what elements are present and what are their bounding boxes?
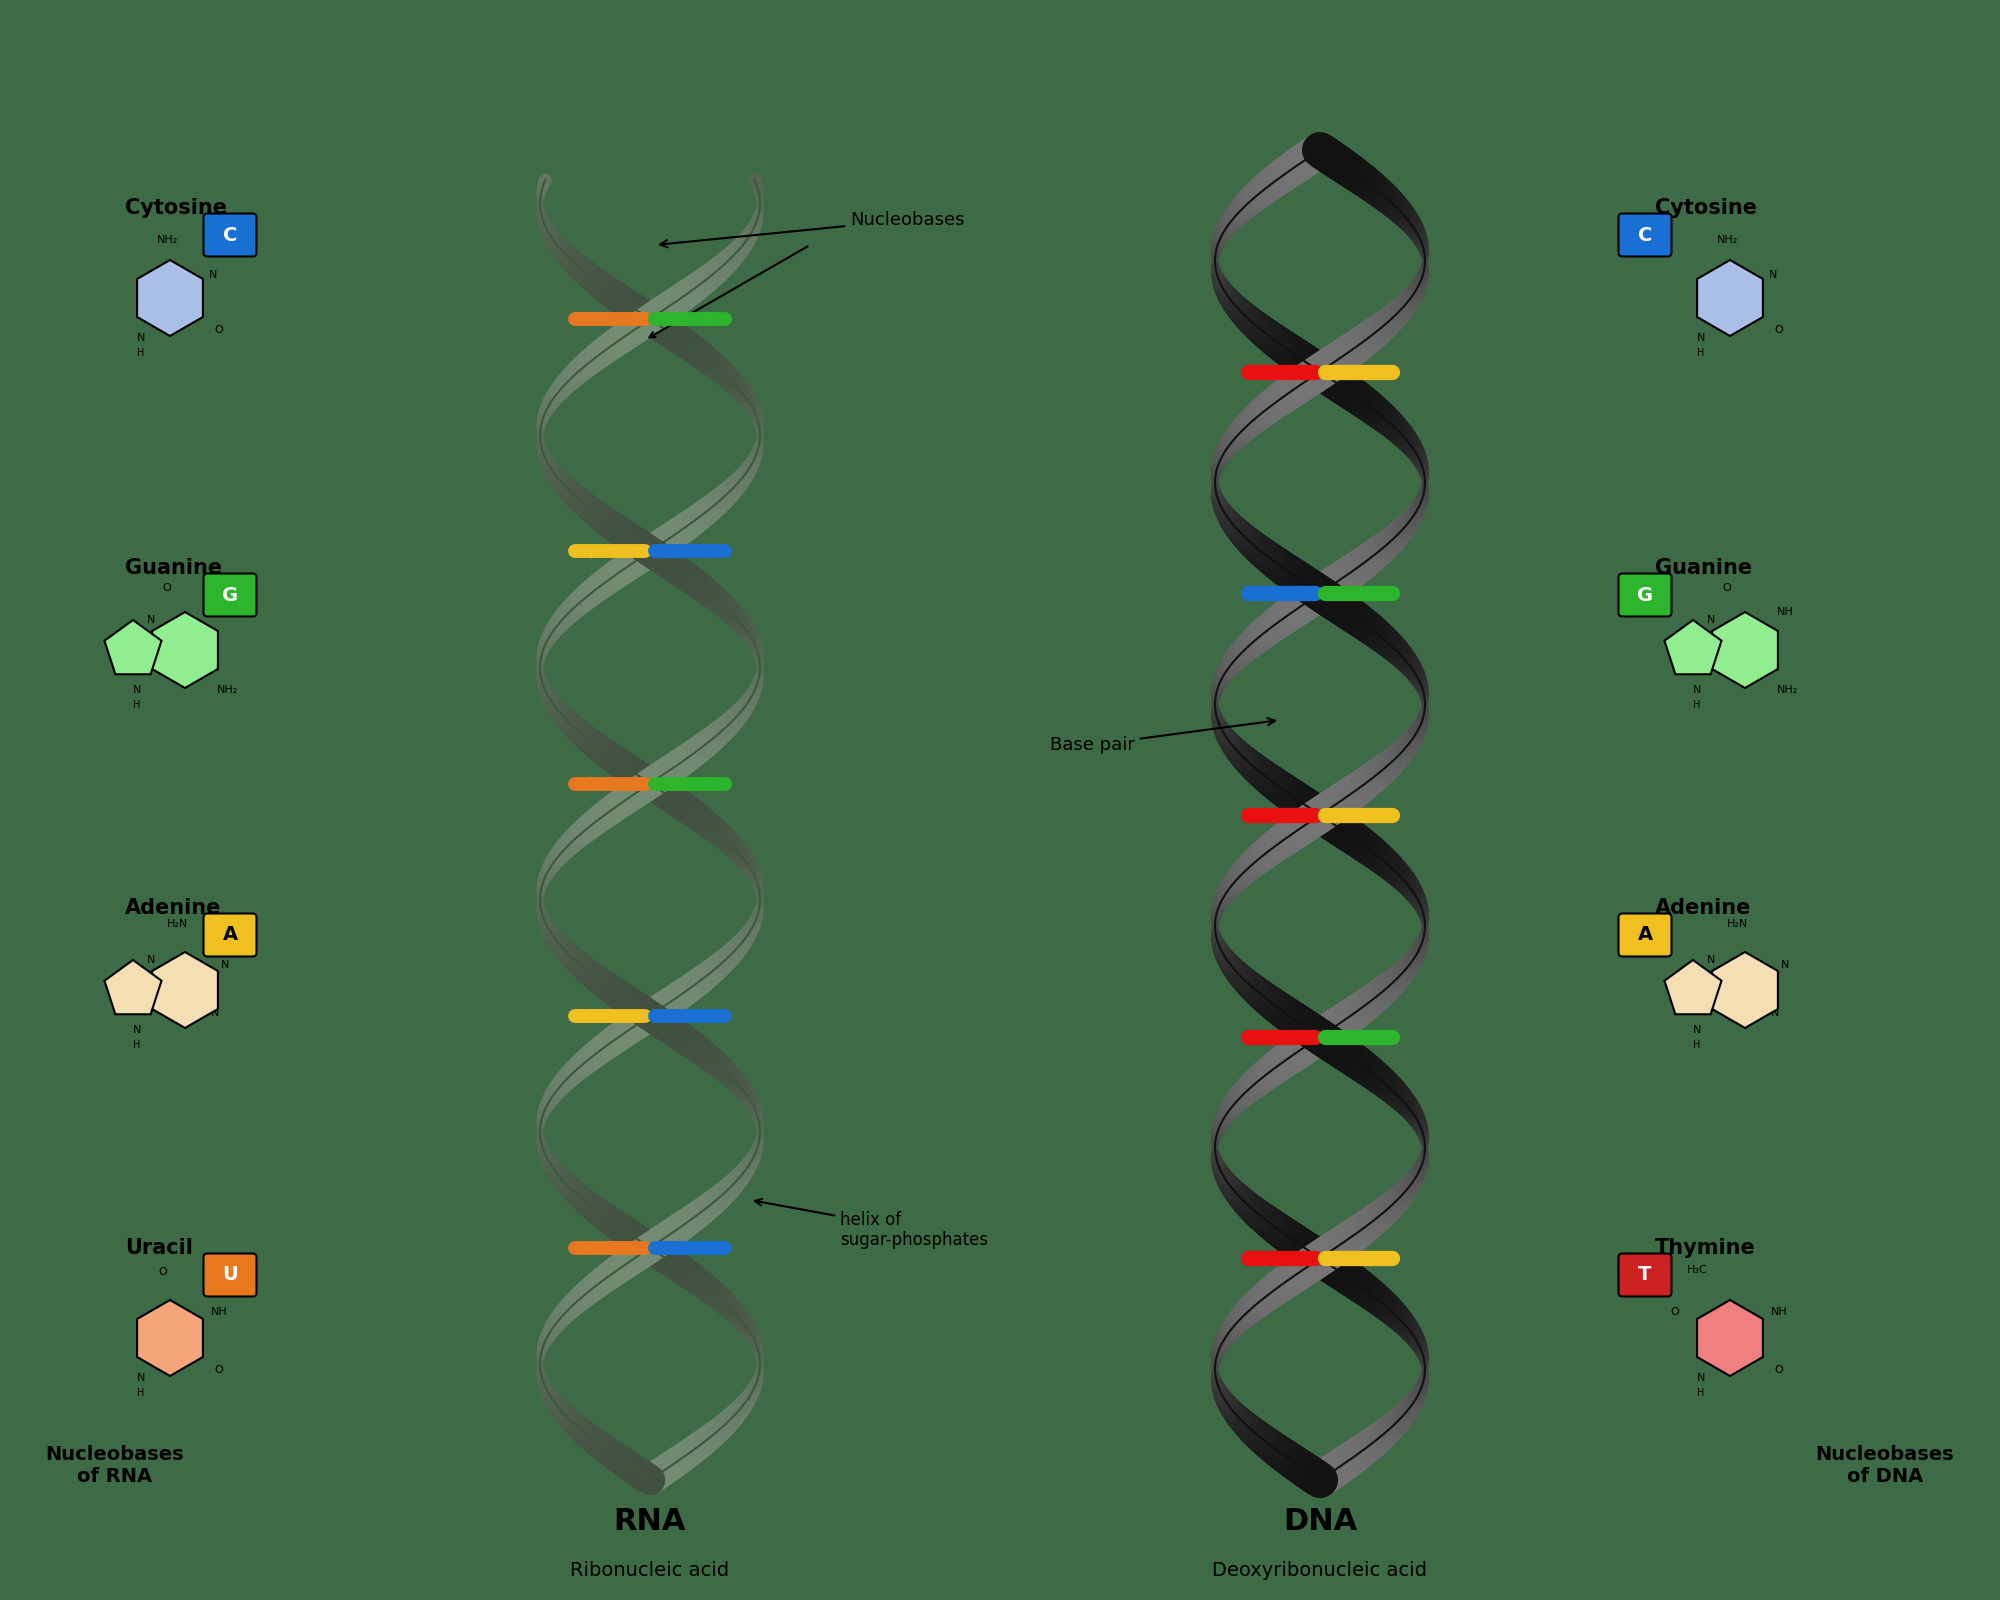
Text: Nucleobases: Nucleobases: [660, 211, 964, 248]
Text: A: A: [1638, 925, 1652, 944]
Polygon shape: [1664, 619, 1722, 674]
Polygon shape: [104, 619, 162, 674]
Text: N: N: [110, 979, 120, 989]
Text: Guanine: Guanine: [124, 558, 222, 578]
Text: N: N: [220, 960, 230, 970]
Text: H: H: [1698, 1389, 1704, 1398]
Text: C: C: [222, 226, 238, 245]
Text: Thymine: Thymine: [1656, 1238, 1756, 1258]
Text: NH: NH: [216, 606, 234, 618]
FancyBboxPatch shape: [1618, 914, 1672, 957]
Text: H: H: [1698, 349, 1704, 358]
Text: N: N: [132, 1026, 142, 1035]
Text: N: N: [210, 1008, 220, 1018]
Text: N: N: [1706, 614, 1716, 626]
Text: N: N: [1670, 979, 1680, 989]
Polygon shape: [1698, 1299, 1762, 1376]
FancyBboxPatch shape: [1618, 1253, 1672, 1296]
Text: NH₂: NH₂: [216, 685, 238, 694]
Text: O: O: [214, 325, 224, 334]
Text: N: N: [1670, 638, 1680, 650]
Text: C: C: [1638, 226, 1652, 245]
Text: Nucleobases
of DNA: Nucleobases of DNA: [1816, 1445, 1954, 1485]
Text: Uracil: Uracil: [124, 1238, 192, 1258]
Text: U: U: [222, 1266, 238, 1285]
Text: H₃C: H₃C: [1686, 1266, 1708, 1275]
Text: N: N: [1770, 662, 1780, 674]
Text: Adenine: Adenine: [124, 898, 222, 918]
Polygon shape: [138, 1299, 202, 1376]
Polygon shape: [152, 952, 218, 1027]
Text: H: H: [138, 349, 144, 358]
Text: Cytosine: Cytosine: [1656, 198, 1758, 218]
Text: N: N: [1768, 270, 1778, 280]
Text: O: O: [158, 1267, 168, 1277]
Polygon shape: [152, 611, 218, 688]
Polygon shape: [1664, 960, 1722, 1014]
Text: N: N: [1692, 685, 1702, 694]
Text: Adenine: Adenine: [1656, 898, 1752, 918]
Text: NH₂: NH₂: [1776, 685, 1798, 694]
Text: N: N: [210, 662, 220, 674]
Text: O: O: [1670, 1307, 1680, 1317]
Text: Guanine: Guanine: [1656, 558, 1752, 578]
Text: N: N: [136, 1373, 146, 1382]
FancyBboxPatch shape: [204, 573, 256, 616]
Text: N: N: [1706, 955, 1716, 965]
Text: O: O: [214, 1365, 224, 1374]
Text: N: N: [132, 685, 142, 694]
FancyBboxPatch shape: [204, 213, 256, 256]
Polygon shape: [138, 259, 202, 336]
Text: Cytosine: Cytosine: [124, 198, 228, 218]
FancyBboxPatch shape: [1618, 213, 1672, 256]
Text: N: N: [1770, 1008, 1780, 1018]
Text: N: N: [1696, 333, 1706, 342]
Text: H₂N: H₂N: [166, 918, 188, 930]
Text: Deoxyribonucleic acid: Deoxyribonucleic acid: [1212, 1560, 1428, 1579]
Text: Base pair: Base pair: [1050, 718, 1274, 754]
Text: G: G: [222, 586, 238, 605]
Text: G: G: [1636, 586, 1654, 605]
Text: H: H: [134, 701, 140, 710]
FancyBboxPatch shape: [204, 914, 256, 957]
Text: H: H: [134, 1040, 140, 1050]
Text: N: N: [136, 333, 146, 342]
Text: N: N: [1692, 1026, 1702, 1035]
Text: H: H: [1694, 701, 1700, 710]
Text: NH₂: NH₂: [156, 235, 178, 245]
Text: RNA: RNA: [614, 1507, 686, 1536]
Text: A: A: [222, 925, 238, 944]
Text: N: N: [146, 614, 156, 626]
Text: helix of
sugar-phosphates: helix of sugar-phosphates: [756, 1198, 988, 1250]
Polygon shape: [1698, 259, 1762, 336]
Text: H: H: [138, 1389, 144, 1398]
Text: NH: NH: [210, 1307, 228, 1317]
Text: Nucleobases
of RNA: Nucleobases of RNA: [46, 1445, 184, 1485]
Text: O: O: [162, 582, 172, 594]
Text: N: N: [1696, 1373, 1706, 1382]
Text: T: T: [1638, 1266, 1652, 1285]
Text: N: N: [146, 955, 156, 965]
Text: DNA: DNA: [1282, 1507, 1358, 1536]
Polygon shape: [104, 960, 162, 1014]
Text: O: O: [1722, 582, 1732, 594]
Text: N: N: [208, 270, 218, 280]
Text: N: N: [110, 638, 120, 650]
Text: NH₂: NH₂: [1716, 235, 1738, 245]
FancyBboxPatch shape: [204, 1253, 256, 1296]
Polygon shape: [1712, 611, 1778, 688]
Text: H₂N: H₂N: [1726, 918, 1748, 930]
Text: NH: NH: [1776, 606, 1794, 618]
Text: N: N: [1780, 960, 1790, 970]
Text: O: O: [1774, 1365, 1784, 1374]
FancyBboxPatch shape: [1618, 573, 1672, 616]
Text: O: O: [1774, 325, 1784, 334]
Text: Ribonucleic acid: Ribonucleic acid: [570, 1560, 730, 1579]
Polygon shape: [1712, 952, 1778, 1027]
Text: NH: NH: [1770, 1307, 1788, 1317]
Text: H: H: [1694, 1040, 1700, 1050]
